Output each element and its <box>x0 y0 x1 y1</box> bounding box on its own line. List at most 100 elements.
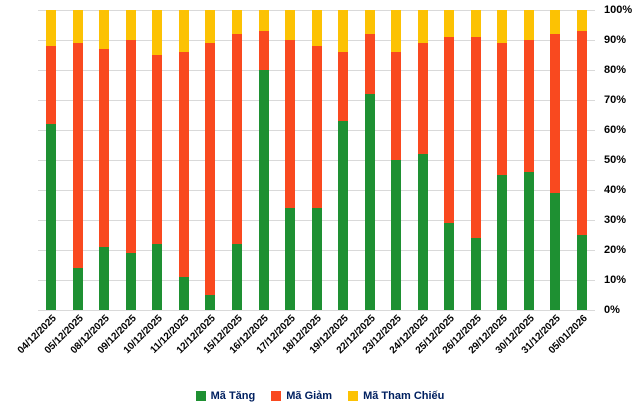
bar-segment-mã-giảm <box>550 34 561 193</box>
y-axis-label: 90% <box>604 34 627 46</box>
y-axis: 0% 10% 20% 30% 40% 50% 60% 70% 80% 90% 100% <box>598 4 640 316</box>
bar-segment-mã-giảm <box>444 37 455 223</box>
bar-segment-mã-tăng <box>523 172 534 310</box>
bar-segment-mã-tham-chiếu <box>285 10 296 40</box>
bar-segment-mã-giảm <box>99 49 110 247</box>
bar-segment-mã-giảm <box>205 43 216 295</box>
bar-segment-mã-giảm <box>470 37 481 238</box>
bar-segment-mã-giảm <box>391 52 402 160</box>
bar-segment-mã-tăng <box>550 193 561 310</box>
bar-segment-mã-tăng <box>444 223 455 310</box>
bar-segment-mã-tham-chiếu <box>338 10 349 52</box>
bar-column <box>303 10 330 310</box>
bar-segment-mã-tăng <box>417 154 428 310</box>
bar-segment-mã-giảm <box>523 40 534 172</box>
bar-stack <box>391 10 402 310</box>
y-axis-label: 60% <box>604 124 627 136</box>
bar-column <box>356 10 383 310</box>
bar-stack <box>470 10 481 310</box>
bar-segment-mã-tham-chiếu <box>311 10 322 46</box>
bar-segment-mã-tham-chiếu <box>46 10 57 46</box>
bar-segment-mã-tăng <box>258 70 269 310</box>
bar-column <box>171 10 198 310</box>
x-axis-labels: 04/12/2025 05/12/2025 08/12/2025 09/12/2025… <box>16 313 595 385</box>
bar-stack <box>205 10 216 310</box>
bar-stack <box>338 10 349 310</box>
bar-column <box>463 10 490 310</box>
bar-column <box>516 10 543 310</box>
plot-area <box>38 10 596 311</box>
bar-column <box>277 10 304 310</box>
bar-segment-mã-tham-chiếu <box>417 10 428 43</box>
bar-stack <box>72 10 83 310</box>
bar-segment-mã-tham-chiếu <box>99 10 110 49</box>
legend-item: Mã Tăng <box>195 390 256 402</box>
bar-stack <box>550 10 561 310</box>
bar-segment-mã-tham-chiếu <box>125 10 136 40</box>
bar-segment-mã-giảm <box>152 55 163 244</box>
bar-column <box>330 10 357 310</box>
bar-segment-mã-tăng <box>338 121 349 310</box>
legend: Mã Tăng Mã Giảm Mã Tham Chiếu <box>0 390 640 402</box>
bar-column <box>91 10 118 310</box>
bar-stack <box>231 10 242 310</box>
bar-segment-mã-tham-chiếu <box>205 10 216 43</box>
bar-segment-mã-tăng <box>178 277 189 310</box>
bar-segment-mã-giảm <box>46 46 57 124</box>
legend-item: Mã Giảm <box>271 390 332 402</box>
bar-segment-mã-giảm <box>364 34 375 94</box>
legend-swatch-mã-tăng <box>195 391 206 401</box>
y-axis-label: 30% <box>604 214 627 226</box>
bar-stack <box>285 10 296 310</box>
legend-swatch-mã-tham-chiếu <box>348 391 359 401</box>
bar-segment-mã-giảm <box>285 40 296 208</box>
bar-segment-mã-giảm <box>72 43 83 268</box>
y-axis-label: 40% <box>604 184 627 196</box>
bar-column <box>65 10 92 310</box>
bar-segment-mã-tham-chiếu <box>258 10 269 31</box>
bar-segment-mã-tăng <box>364 94 375 310</box>
bar-segment-mã-tham-chiếu <box>152 10 163 55</box>
bar-stack <box>576 10 587 310</box>
bar-segment-mã-giảm <box>231 34 242 244</box>
y-axis-label: 70% <box>604 94 627 106</box>
gridline <box>38 310 595 311</box>
bar-column <box>118 10 145 310</box>
bar-stack <box>417 10 428 310</box>
bar-column <box>197 10 224 310</box>
legend-label: Mã Tăng <box>210 390 256 402</box>
bar-stack <box>178 10 189 310</box>
bar-segment-mã-tăng <box>311 208 322 310</box>
bar-stack <box>125 10 136 310</box>
bar-segment-mã-giảm <box>576 31 587 235</box>
bar-segment-mã-tham-chiếu <box>550 10 561 34</box>
bar-column <box>144 10 171 310</box>
bar-segment-mã-tăng <box>285 208 296 310</box>
bar-segment-mã-tăng <box>391 160 402 310</box>
bar-segment-mã-giảm <box>338 52 349 121</box>
bar-segment-mã-tăng <box>470 238 481 310</box>
y-axis-label: 80% <box>604 64 627 76</box>
bar-stack <box>523 10 534 310</box>
legend-swatch-mã-giảm <box>271 391 282 401</box>
bar-column <box>569 10 596 310</box>
bar-stack <box>364 10 375 310</box>
bar-segment-mã-tham-chiếu <box>576 10 587 31</box>
bar-segment-mã-tăng <box>205 295 216 310</box>
bar-stack <box>152 10 163 310</box>
bar-segment-mã-tham-chiếu <box>72 10 83 43</box>
bar-segment-mã-tham-chiếu <box>364 10 375 34</box>
legend-item: Mã Tham Chiếu <box>348 390 444 402</box>
bar-column <box>224 10 251 310</box>
bar-column <box>250 10 277 310</box>
bar-segment-mã-tăng <box>72 268 83 310</box>
bar-stack <box>99 10 110 310</box>
bar-segment-mã-tăng <box>497 175 508 310</box>
bar-segment-mã-giảm <box>311 46 322 208</box>
bar-segment-mã-giảm <box>497 43 508 175</box>
bar-segment-mã-tăng <box>231 244 242 310</box>
bar-column <box>38 10 65 310</box>
bar-stack <box>444 10 455 310</box>
bar-stack <box>311 10 322 310</box>
bar-segment-mã-tăng <box>576 235 587 310</box>
